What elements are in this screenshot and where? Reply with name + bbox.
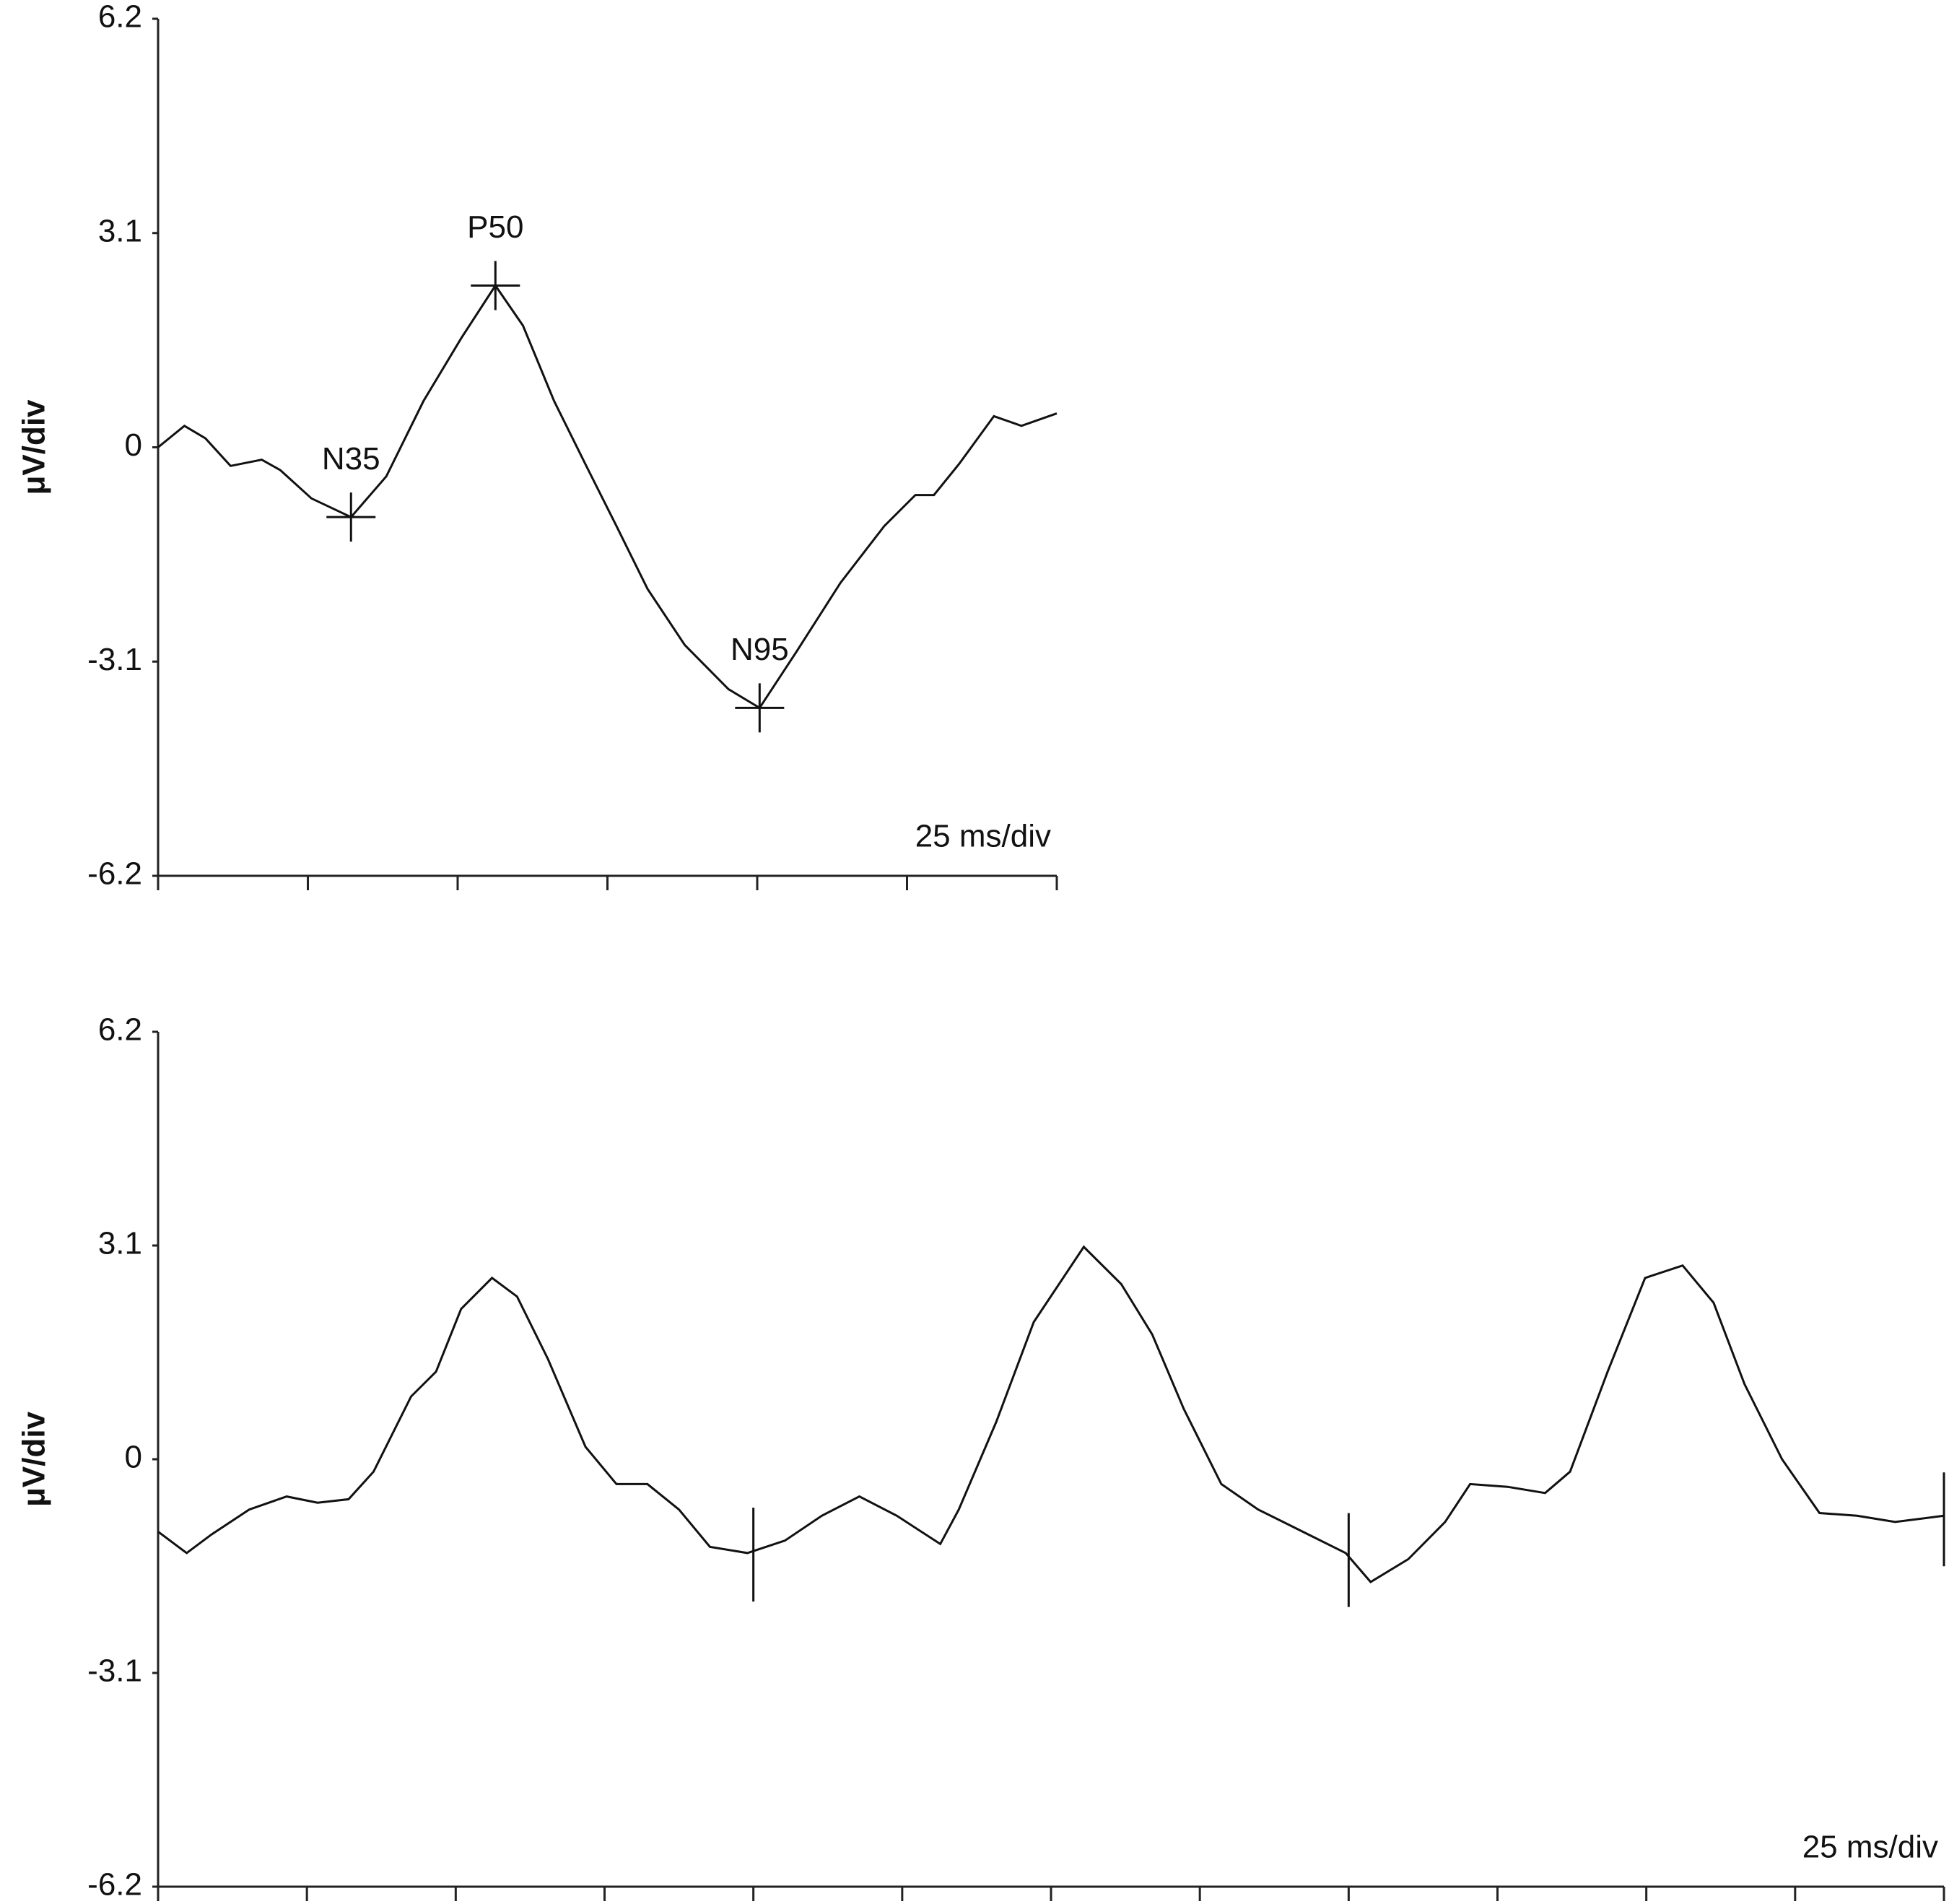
y-tick-label: -3.1: [87, 1653, 142, 1689]
y-axis-label: μV/div: [17, 1411, 52, 1507]
y-tick-label: 0: [125, 427, 142, 463]
y-axis-label: μV/div: [17, 399, 52, 495]
annotation: 25 ms/div: [1802, 1830, 1938, 1865]
y-tick-label: 6.2: [98, 1012, 142, 1048]
y-tick-label: 6.2: [98, 0, 142, 35]
y-tick-label: -6.2: [87, 856, 142, 892]
y-tick-label: 3.1: [98, 1226, 142, 1261]
y-tick-label: -6.2: [87, 1867, 142, 1903]
peak-marker: [471, 261, 520, 310]
waveform: [157, 1245, 1945, 1583]
peak-marker: [326, 492, 376, 542]
peak-label: P50: [467, 209, 523, 245]
annotation: 25 ms/div: [915, 819, 1051, 854]
y-tick-label: 3.1: [98, 213, 142, 248]
peak-label: N95: [731, 632, 789, 667]
waveform: [157, 283, 1058, 710]
y-tick-label: 0: [125, 1440, 142, 1475]
peak-marker: [735, 683, 785, 733]
y-tick-label: -3.1: [87, 642, 142, 677]
peak-label: N35: [322, 441, 380, 477]
